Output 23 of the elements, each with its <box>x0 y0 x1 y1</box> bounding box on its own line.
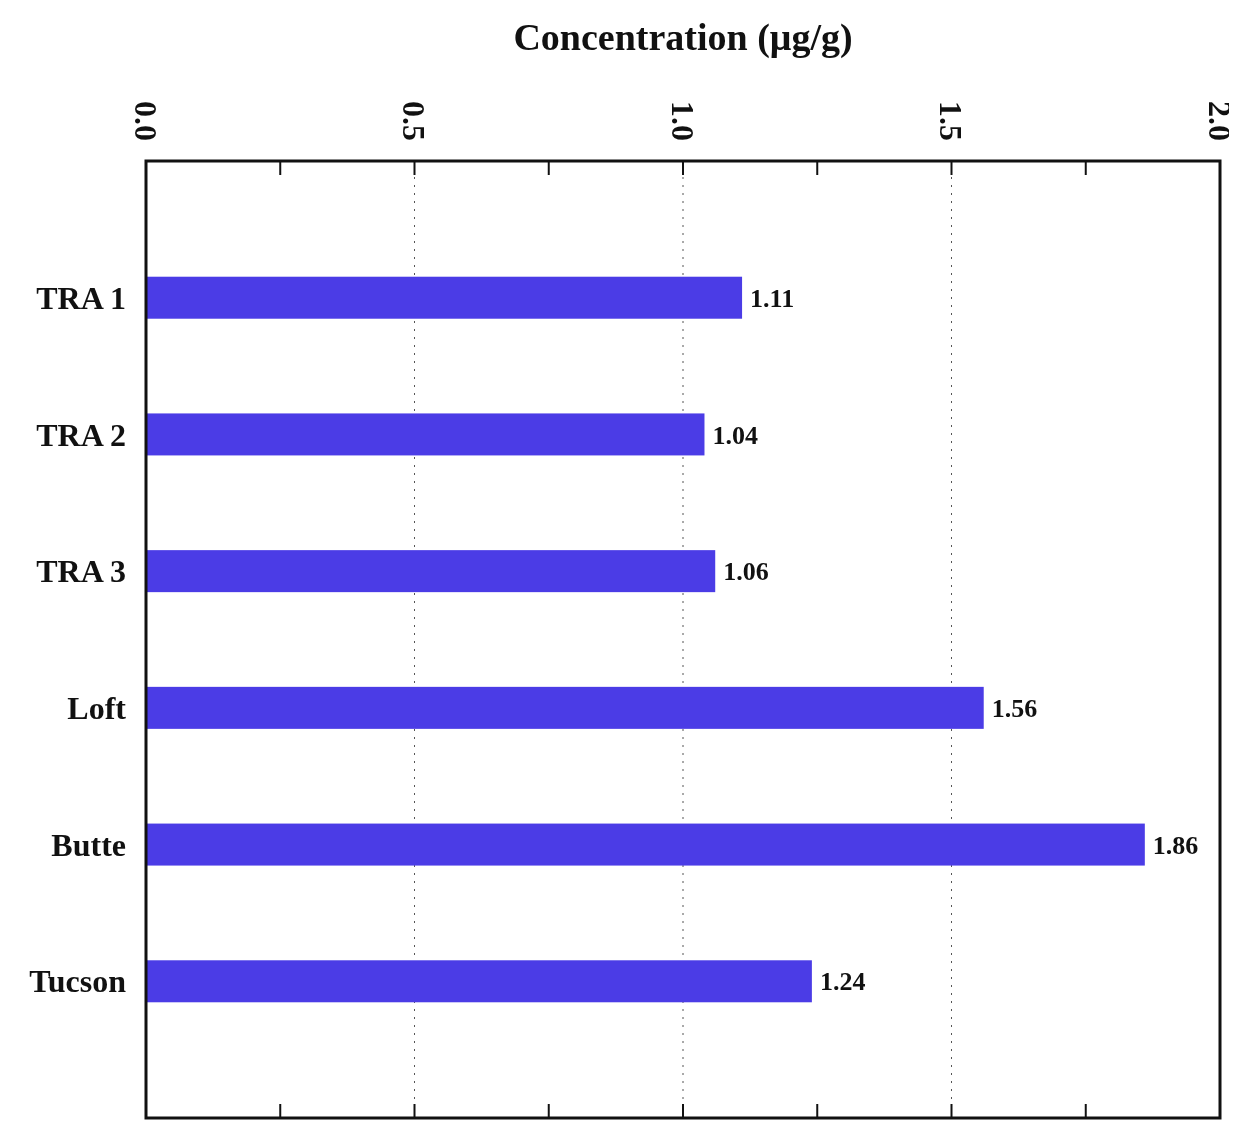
bar <box>146 550 716 593</box>
bar <box>146 823 1145 866</box>
text: 1.0 <box>664 101 701 141</box>
text: 1.5 <box>933 101 970 141</box>
y-tick-label: Tucson <box>29 963 127 1000</box>
y-tick-label: TRA 1 <box>36 279 126 316</box>
bar <box>146 413 705 456</box>
data-label: 1.24 <box>819 967 866 997</box>
data-label: 1.86 <box>1152 830 1199 860</box>
y-tick-label: Butte <box>51 826 126 863</box>
bar <box>146 960 812 1003</box>
y-tick-label: Loft <box>67 690 127 727</box>
text: 0.0 <box>127 101 164 141</box>
data-label: 1.56 <box>991 693 1038 723</box>
y-tick-label: TRA 2 <box>36 416 126 453</box>
x-axis-title: Concentration (μg/g) <box>513 16 853 59</box>
data-label: 1.06 <box>723 557 769 587</box>
y-tick-label: TRA 3 <box>36 553 126 590</box>
data-label: 1.04 <box>712 420 758 450</box>
bar <box>146 686 984 729</box>
data-label: 1.11 <box>750 283 795 313</box>
text: 0.5 <box>396 101 433 141</box>
bar <box>146 276 743 319</box>
